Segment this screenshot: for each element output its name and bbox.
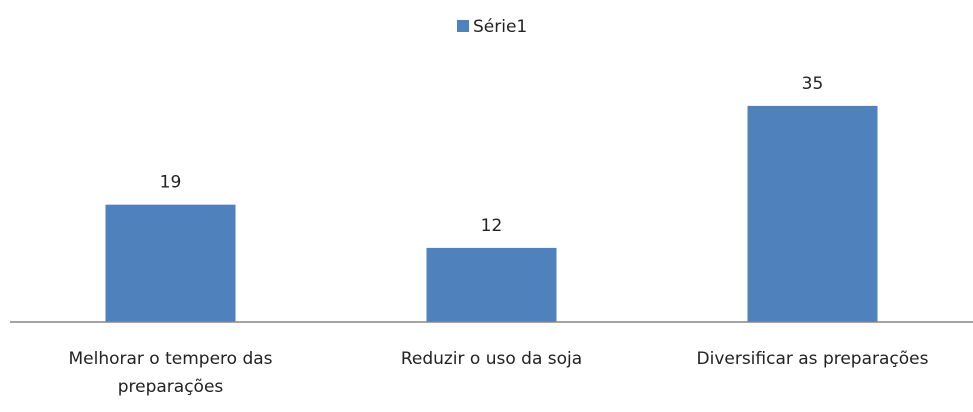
legend-label: Série1 xyxy=(473,17,527,37)
x-tick-label: Reduzir o uso da soja xyxy=(400,349,583,369)
data-label: 19 xyxy=(160,173,182,193)
legend-swatch xyxy=(457,20,469,32)
x-tick-label: Melhorar o tempero das preparações xyxy=(68,349,273,397)
data-label: 12 xyxy=(481,216,503,236)
bar xyxy=(426,247,557,322)
x-tick-label: Diversificar as preparações xyxy=(696,349,929,369)
data-label: 35 xyxy=(802,74,824,94)
bar xyxy=(747,105,878,322)
bar xyxy=(105,204,236,322)
